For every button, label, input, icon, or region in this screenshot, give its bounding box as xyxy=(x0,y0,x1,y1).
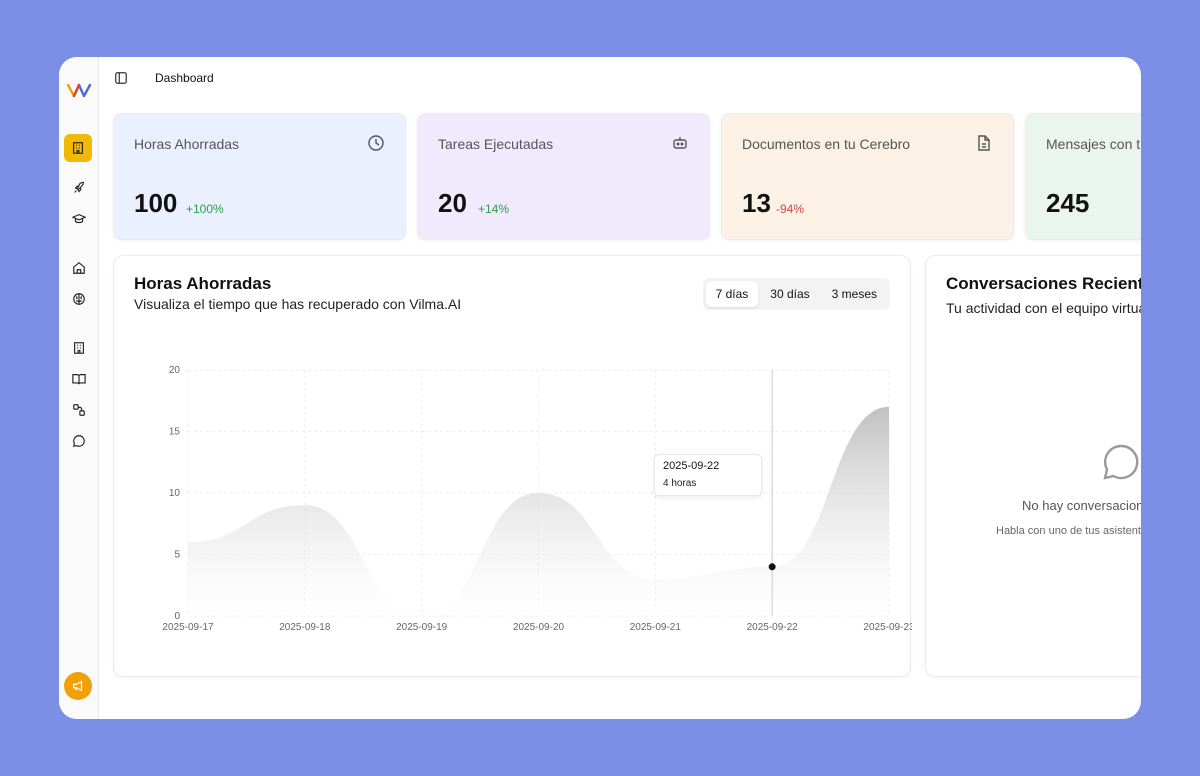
stat-label: Documentos en tu Cerebro xyxy=(742,136,911,152)
x-tick-label: 2025-09-17 xyxy=(162,622,214,633)
stat-card-hours: Horas Ahorradas 100 +100% xyxy=(113,113,406,240)
chart-tooltip: 2025-09-22 4 horas xyxy=(654,454,762,496)
chat-icon xyxy=(72,435,85,448)
x-tick-label: 2025-09-21 xyxy=(630,622,682,633)
range-7-days-button[interactable]: 7 días xyxy=(705,281,759,307)
top-header: Dashboard xyxy=(99,57,1141,99)
y-tick-label: 15 xyxy=(169,427,181,438)
app-window: Dashboard Horas Ahorradas 100 +100% Tare… xyxy=(59,57,1141,719)
sidebar-item-learning[interactable] xyxy=(67,207,91,231)
recent-conversations-panel: Conversaciones Recientes Tu actividad co… xyxy=(925,255,1141,677)
hours-chart-panel: Horas Ahorradas Visualiza el tiempo que … xyxy=(113,255,912,677)
chart-title: Horas Ahorradas xyxy=(134,274,272,293)
conversations-title: Conversaciones Recientes xyxy=(946,274,1141,293)
breadcrumb-title: Dashboard xyxy=(155,71,214,85)
sidebar-toggle-icon[interactable] xyxy=(114,71,128,85)
stat-card-messages: Mensajes con tu 245 xyxy=(1025,113,1141,240)
sidebar-item-home[interactable] xyxy=(67,256,91,280)
stat-label: Mensajes con tu xyxy=(1046,136,1141,152)
stat-label: Tareas Ejecutadas xyxy=(438,136,554,152)
x-tick-label: 2025-09-23 xyxy=(863,622,912,633)
y-tick-label: 0 xyxy=(174,611,180,622)
x-tick-label: 2025-09-19 xyxy=(396,622,448,633)
sidebar-item-workflows[interactable] xyxy=(67,398,91,422)
empty-state-title: No hay conversaciones xyxy=(1022,498,1141,513)
book-icon xyxy=(72,374,86,385)
building-icon xyxy=(73,142,83,154)
x-tick-label: 2025-09-20 xyxy=(513,622,565,633)
active-point xyxy=(768,563,776,571)
stat-value: 245 xyxy=(1046,188,1090,218)
range-3-months-button[interactable]: 3 meses xyxy=(831,287,877,301)
stat-change: -94% xyxy=(776,202,805,216)
stat-value: 13 xyxy=(742,188,771,218)
stat-card-tasks: Tareas Ejecutadas 20 +14% xyxy=(417,113,710,240)
stat-change: +14% xyxy=(478,202,510,216)
stat-label: Horas Ahorradas xyxy=(134,136,240,152)
x-tick-label: 2025-09-22 xyxy=(747,622,799,633)
bot-icon xyxy=(673,137,687,149)
tooltip-date: 2025-09-22 xyxy=(663,460,720,472)
graduation-cap-icon xyxy=(72,214,86,224)
sidebar-item-company[interactable] xyxy=(67,336,91,360)
sidebar-item-chat[interactable] xyxy=(67,429,91,453)
y-tick-label: 20 xyxy=(169,365,181,376)
logo[interactable] xyxy=(65,79,93,101)
range-30-days-button[interactable]: 30 días xyxy=(770,287,810,301)
chat-bubble-icon xyxy=(1103,444,1139,480)
range-selector: 7 días 30 días 3 meses xyxy=(702,278,890,310)
brain-icon xyxy=(73,293,85,305)
sidebar-item-rocket[interactable] xyxy=(67,176,91,200)
stat-change: +100% xyxy=(186,202,224,216)
sidebar-item-dashboard[interactable] xyxy=(64,134,92,162)
area-chart: 0 5 10 15 20 2025-09-17 2025-09-18 2025-09-19 20… xyxy=(162,365,912,633)
conversations-subtitle: Tu actividad con el equipo virtual xyxy=(946,300,1141,316)
sidebar xyxy=(59,57,99,719)
sidebar-item-library[interactable] xyxy=(67,367,91,391)
y-tick-label: 5 xyxy=(174,550,180,561)
sidebar-item-brain[interactable] xyxy=(67,287,91,311)
tooltip-value: 4 horas xyxy=(663,478,697,489)
x-tick-label: 2025-09-18 xyxy=(279,622,331,633)
stat-value: 20 xyxy=(438,188,467,218)
workflow-icon xyxy=(73,404,85,416)
building-icon xyxy=(74,342,84,354)
rocket-icon xyxy=(74,181,84,193)
area-series xyxy=(188,406,889,616)
empty-state-hint: Habla con uno de tus asistentes xyxy=(996,525,1141,537)
y-tick-label: 10 xyxy=(169,488,181,499)
home-icon xyxy=(73,262,85,274)
file-icon xyxy=(978,135,990,151)
stat-value: 100 xyxy=(134,188,178,218)
chart-subtitle: Visualiza el tiempo que has recuperado c… xyxy=(134,296,462,312)
clock-icon xyxy=(368,135,384,151)
announcements-button[interactable] xyxy=(64,672,92,700)
megaphone-icon xyxy=(73,680,83,692)
stat-card-documents: Documentos en tu Cerebro 13 -94% xyxy=(721,113,1014,240)
